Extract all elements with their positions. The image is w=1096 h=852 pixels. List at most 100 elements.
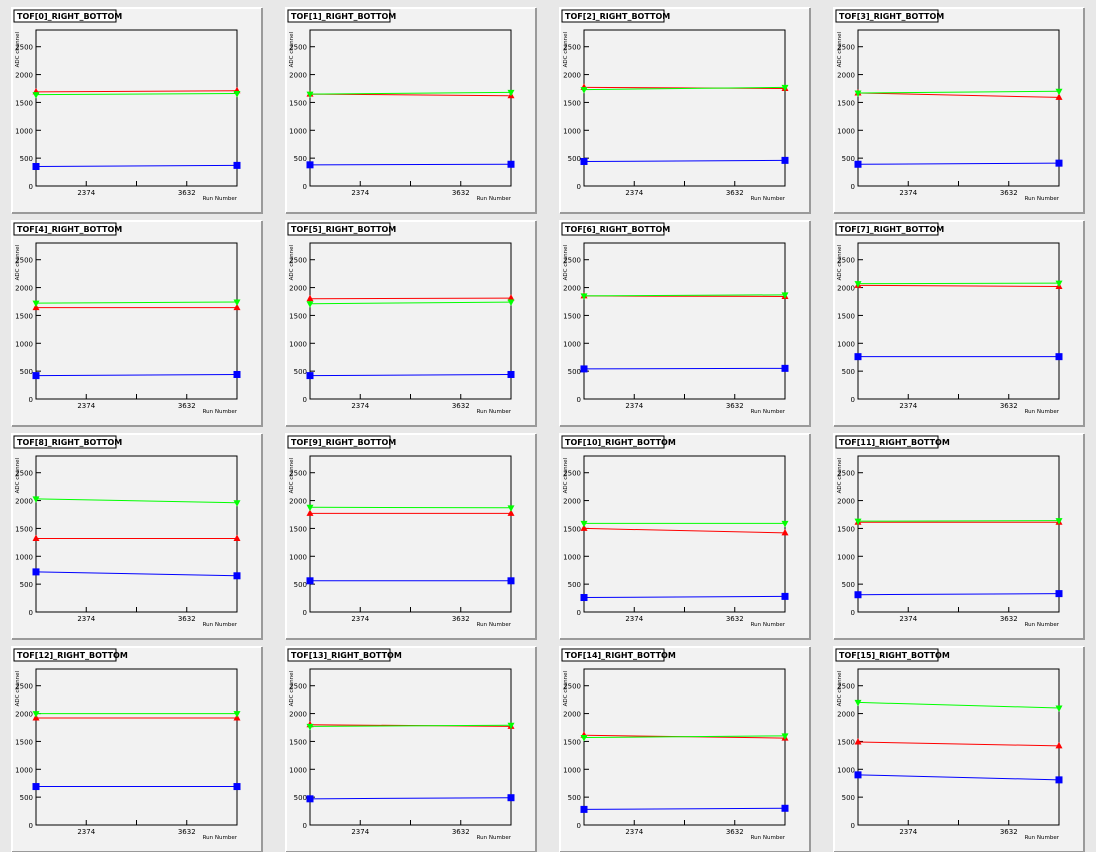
- pad-bevel-dark: [286, 221, 537, 427]
- y-tick-label: 0: [851, 822, 855, 830]
- title-box: [13, 435, 117, 449]
- data-point-blue: [306, 161, 314, 169]
- y-tick-label: 1500: [15, 99, 33, 107]
- y-tick-label: 1500: [837, 525, 855, 533]
- series-line-red: [35, 90, 238, 93]
- y-tick-label: 2000: [563, 711, 581, 719]
- y-tick-label: 500: [842, 794, 855, 802]
- x-tick-label: 2374: [351, 615, 369, 623]
- x-axis-title: Run Number: [751, 622, 786, 628]
- x-tick-label: 2374: [351, 828, 369, 836]
- data-point-green: [580, 87, 588, 94]
- y-axis-title: ADC channel: [563, 671, 569, 707]
- data-point-blue: [507, 160, 515, 168]
- title-box: [561, 435, 665, 449]
- chart-title: TOF[11]_RIGHT_BOTTOM: [839, 438, 950, 447]
- y-tick-label: 2500: [289, 683, 307, 691]
- chart-title: TOF[10]_RIGHT_BOTTOM: [565, 438, 676, 447]
- data-point-blue: [306, 372, 314, 380]
- y-tick-label: 2000: [289, 711, 307, 719]
- chart-pad: TOF[15]_RIGHT_BOTTOM 0 500 1000 1500 2000 2500…: [833, 646, 1085, 852]
- data-point-blue: [854, 771, 862, 779]
- pad-background: [286, 221, 536, 426]
- data-point-blue: [781, 592, 789, 600]
- data-point-green: [32, 92, 40, 99]
- chart-title: TOF[8]_RIGHT_BOTTOM: [17, 438, 122, 447]
- x-axis-title: Run Number: [477, 196, 512, 202]
- x-tick-label: 2374: [899, 189, 917, 197]
- y-tick-label: 500: [568, 368, 581, 376]
- x-tick-label: 2374: [625, 402, 643, 410]
- y-tick-label: 1000: [837, 766, 855, 774]
- data-point-blue: [580, 365, 588, 373]
- data-point-green: [1055, 88, 1063, 96]
- y-tick-label: 1500: [837, 738, 855, 746]
- pad-background: [560, 647, 810, 852]
- y-tick-label: 1500: [289, 525, 307, 533]
- x-axis-title: Run Number: [1025, 622, 1060, 628]
- y-axis-title: ADC channel: [563, 245, 569, 281]
- series-line-green: [857, 282, 1060, 285]
- y-tick-label: 2000: [289, 498, 307, 506]
- series-line-blue: [857, 774, 1060, 781]
- y-axis-title: ADC channel: [15, 458, 21, 494]
- x-axis-title: Run Number: [477, 409, 512, 415]
- series-line-blue: [857, 162, 1060, 165]
- y-tick-label: 500: [568, 581, 581, 589]
- series-line-green: [857, 520, 1060, 522]
- x-tick-label: 2374: [77, 189, 95, 197]
- data-point-blue: [781, 156, 789, 164]
- data-point-blue: [580, 805, 588, 813]
- data-point-green: [233, 500, 241, 507]
- chart-pad: TOF[9]_RIGHT_BOTTOM 0 500 1000 1500 2000 2500 2…: [285, 433, 537, 640]
- y-tick-label: 1000: [15, 553, 33, 561]
- y-tick-label: 2500: [289, 257, 307, 265]
- y-tick-label: 2500: [837, 470, 855, 478]
- y-tick-label: 2500: [563, 44, 581, 52]
- y-tick-label: 2500: [563, 683, 581, 691]
- x-axis-title: Run Number: [1025, 409, 1060, 415]
- chart-title: TOF[5]_RIGHT_BOTTOM: [291, 225, 396, 234]
- data-point-green: [1055, 518, 1063, 525]
- y-tick-label: 2500: [15, 683, 33, 691]
- data-point-green: [507, 299, 515, 307]
- y-tick-label: 1000: [563, 340, 581, 348]
- data-point-red: [854, 737, 862, 745]
- data-point-red: [1055, 741, 1063, 749]
- title-box: [835, 9, 939, 23]
- x-tick-label: 3632: [726, 615, 744, 623]
- pad-bevel-light: [11, 7, 262, 213]
- y-axis-title: ADC channel: [837, 245, 843, 281]
- data-point-blue: [854, 160, 862, 168]
- data-point-green: [306, 723, 314, 731]
- y-tick-label: 2000: [15, 72, 33, 80]
- title-box: [13, 222, 117, 236]
- data-point-blue: [507, 794, 515, 802]
- series-line-blue: [583, 595, 786, 599]
- y-axis-title: ADC channel: [289, 458, 295, 494]
- x-tick-label: 3632: [726, 189, 744, 197]
- y-tick-label: 2000: [15, 285, 33, 293]
- y-axis-title: ADC channel: [837, 458, 843, 494]
- data-point-blue: [507, 370, 515, 378]
- data-point-blue: [32, 372, 40, 380]
- title-box: [13, 648, 117, 662]
- y-tick-label: 2500: [289, 44, 307, 52]
- x-tick-label: 3632: [1000, 402, 1018, 410]
- series-line-red: [857, 92, 1060, 98]
- data-point-green: [1055, 280, 1063, 288]
- x-axis-title: Run Number: [751, 409, 786, 415]
- y-tick-label: 1000: [15, 766, 33, 774]
- y-tick-label: 0: [29, 609, 33, 617]
- pad-bevel-light: [559, 220, 810, 426]
- data-point-blue: [233, 572, 241, 580]
- y-axis-title: ADC channel: [15, 32, 21, 68]
- y-tick-label: 500: [842, 368, 855, 376]
- y-tick-label: 0: [577, 183, 581, 191]
- y-tick-label: 2000: [837, 711, 855, 719]
- data-point-blue: [854, 591, 862, 599]
- x-axis-title: Run Number: [203, 196, 238, 202]
- pad-background: [560, 434, 810, 639]
- y-tick-label: 500: [294, 368, 307, 376]
- chart-title: TOF[15]_RIGHT_BOTTOM: [839, 651, 950, 660]
